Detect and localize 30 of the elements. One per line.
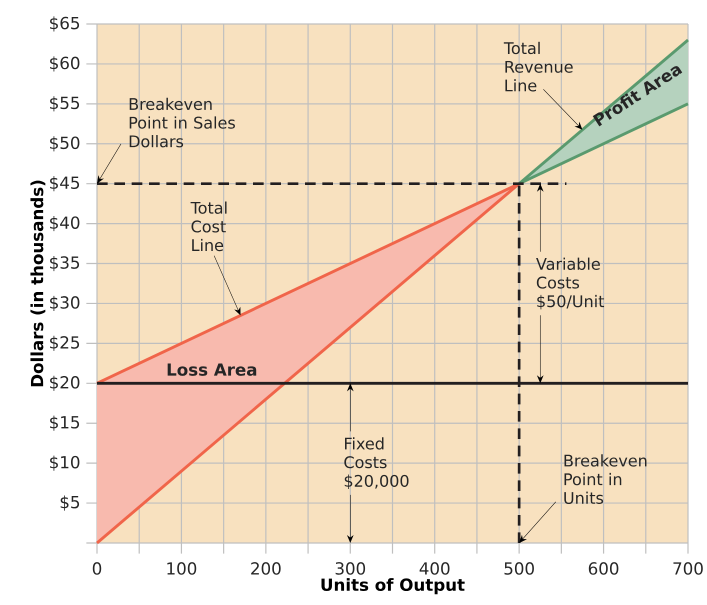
annotation: Breakeven Point in Units [564,454,646,504]
x-tick-label: 400 [420,562,450,575]
y-tick-label: $55 [50,96,80,112]
y-tick-label: $25 [50,336,80,351]
annotation: Total Revenue Line [504,42,573,92]
annotation: Loss Area [168,363,256,376]
y-tick-label: $15 [50,416,80,431]
x-tick-label: 600 [588,562,618,575]
x-axis-title: Units of Output [321,578,465,594]
y-tick-label: $35 [50,256,80,272]
annotation: Fixed Costs $20,000 [344,437,409,490]
y-tick-label: $40 [50,216,80,232]
x-tick-label: 700 [673,562,703,575]
x-tick-label: 100 [167,562,196,575]
y-tick-label: $65 [50,16,80,32]
x-tick-label: 200 [251,562,281,575]
x-tick-label: 500 [504,562,534,575]
y-axis-title: Dollars (in thousands) [30,180,46,386]
x-tick-label: 0 [92,562,102,575]
annotation: Breakeven Point in Sales Dollars [130,98,235,148]
annotation: Total Cost Line [190,201,227,252]
y-tick-label: $10 [50,456,80,471]
annotation: Variable Costs $50/Unit [536,258,604,310]
y-tick-label: $45 [50,176,80,192]
x-tick-label: 300 [336,562,366,575]
y-tick-label: $60 [50,56,80,72]
y-tick-label: $5 [60,496,80,511]
y-tick-label: $50 [50,136,80,152]
y-tick-label: $20 [50,376,80,391]
y-tick-label: $30 [50,296,80,312]
